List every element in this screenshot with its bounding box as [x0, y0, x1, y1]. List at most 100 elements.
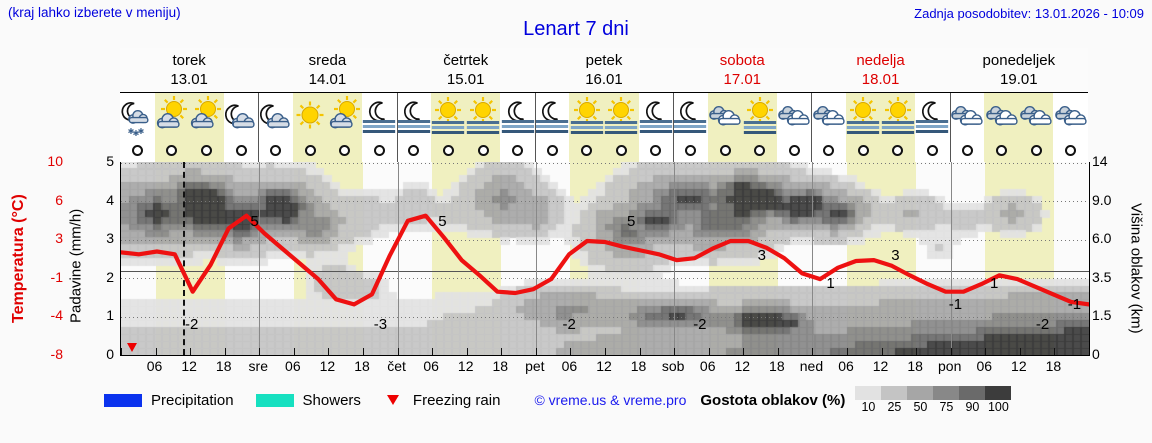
sun-cloud-icon	[155, 93, 190, 141]
hour-tick	[1019, 348, 1021, 355]
time-tick-label: 18	[769, 358, 785, 374]
showers-swatch	[255, 393, 294, 407]
hour-tick	[397, 348, 399, 355]
day-header-četrtek: četrtek 15.01	[397, 48, 535, 92]
daylight-band	[431, 140, 501, 162]
cloud-height-tick-label: 0	[1092, 346, 1100, 362]
cloud-density-step	[881, 386, 908, 400]
time-tick-label: čet	[387, 358, 406, 374]
wind-calm-circle	[823, 145, 835, 156]
wind-calm-circle	[892, 145, 904, 156]
day-header-band: torek 13.01 sreda 14.01 četrtek 15.01 petek 16.…	[120, 48, 1088, 92]
time-tick-label: 12	[1011, 358, 1027, 374]
moon-fog-icon	[673, 93, 708, 141]
day-date: 18.01	[861, 71, 900, 88]
sun-fog-icon	[604, 93, 639, 141]
time-tick-label: 06	[976, 358, 993, 374]
wind-calm-circle	[200, 145, 212, 156]
day-separator	[811, 140, 813, 162]
cloud-density-tick-label: 25	[887, 400, 902, 414]
sun-fog-icon	[569, 93, 604, 141]
horizontal-gridline	[121, 278, 1089, 279]
hour-tick	[985, 348, 987, 355]
daylight-band	[292, 140, 362, 162]
time-tick-label: 12	[734, 358, 751, 374]
time-tick-label: 12	[457, 358, 474, 374]
day-date: 16.01	[585, 71, 623, 88]
time-tick-label: 06	[285, 358, 301, 374]
sun-fog-icon	[466, 93, 501, 141]
day-header-sobota: sobota 17.01	[673, 48, 811, 92]
day-separator	[534, 93, 536, 141]
day-name: petek	[585, 52, 623, 69]
precipitation-swatch	[104, 393, 142, 407]
hour-tick	[328, 348, 330, 355]
horizontal-gridline	[121, 163, 1089, 164]
temperature-value-label: -2	[1035, 316, 1050, 334]
wind-calm-circle	[235, 145, 247, 156]
hour-tick	[708, 348, 710, 355]
temperature-value-label: -1	[1067, 295, 1082, 313]
copyright-link[interactable]: © vreme.us & vreme.pro	[534, 392, 687, 408]
hour-tick	[605, 348, 606, 355]
temperature-value-label: 1	[989, 274, 999, 292]
cloud-height-axis-title: Višina oblakov (km)	[1127, 203, 1145, 334]
day-header-sreda: sreda 14.01	[258, 48, 396, 92]
day-gridline	[950, 162, 952, 355]
page-title: Lenart 7 dni	[523, 18, 629, 40]
time-tick-label: ned	[799, 358, 824, 374]
day-name: ponedeljek	[982, 52, 1056, 69]
wind-calm-circle	[373, 145, 385, 156]
precipitation-tick-label: 0	[106, 346, 114, 362]
day-header-nedelja: nedelja 18.01	[811, 48, 949, 92]
cloud-density-tick-label: 50	[913, 400, 928, 414]
wind-calm-circle	[788, 145, 800, 156]
hour-tick	[1054, 348, 1056, 355]
time-tick-label: sob	[661, 358, 685, 374]
wind-calm-circle	[857, 145, 869, 156]
daylight-band	[984, 140, 1054, 162]
temperature-value-label: -2	[562, 316, 576, 334]
wind-calm-circle	[408, 145, 420, 156]
cloud-icon	[811, 93, 846, 141]
location-menu-note[interactable]: (kraj lahko izberete v meniju)	[8, 5, 181, 20]
day-header-torek: torek 13.01	[120, 48, 258, 92]
weather-icon-band: ✱ ✱ ✱	[120, 92, 1088, 141]
hour-tick	[121, 348, 122, 355]
cloud-icon	[950, 93, 985, 141]
temperature-tick-label: -1	[50, 268, 63, 285]
time-tick-label: 12	[319, 358, 336, 374]
cloud-density-scale-labels: 10 25 50 75 90 100	[855, 400, 1011, 414]
hour-tick	[916, 348, 918, 355]
temperature-tick-label: 3	[55, 230, 63, 247]
precipitation-axis-title: Padavine (mm/h)	[67, 208, 85, 324]
cloud-height-tick-label: 9.0	[1092, 191, 1112, 208]
hour-tick	[432, 348, 434, 355]
wind-calm-circle	[442, 145, 454, 156]
wind-calm-circle	[581, 145, 593, 156]
moon-fog-icon	[915, 93, 950, 141]
legend-bar: Precipitation Showers Freezing rain © vr…	[0, 383, 1152, 417]
cloud-density-tick-label: 10	[861, 400, 876, 414]
day-separator	[673, 93, 675, 141]
cloud-density-legend-label: Gostota oblakov (%)	[700, 391, 846, 409]
sun-icon	[293, 93, 328, 141]
svg-text:✱: ✱	[138, 127, 145, 136]
cloud-density-step	[985, 386, 1012, 400]
wind-calm-circle	[546, 145, 558, 156]
hour-tick	[674, 348, 676, 355]
current-time-line	[183, 162, 186, 355]
day-header-petek: petek 16.01	[535, 48, 673, 92]
wind-calm-circle	[719, 145, 731, 156]
temperature-value-label: 3	[891, 246, 900, 264]
hour-tick	[466, 348, 468, 355]
wind-calm-circle	[1065, 145, 1077, 156]
time-axis: 06 12 18 sre 06 12 18 čet 06 12 18 pet 06 12 18 sob 06 12…	[120, 356, 1088, 380]
hour-tick	[293, 348, 295, 355]
time-tick-label: 18	[492, 358, 509, 374]
hour-tick	[743, 348, 745, 355]
showers-legend-label: Showers	[302, 391, 361, 409]
wind-calm-circle	[166, 145, 178, 156]
cloud-icon	[777, 93, 812, 141]
day-name: sreda	[308, 52, 347, 69]
